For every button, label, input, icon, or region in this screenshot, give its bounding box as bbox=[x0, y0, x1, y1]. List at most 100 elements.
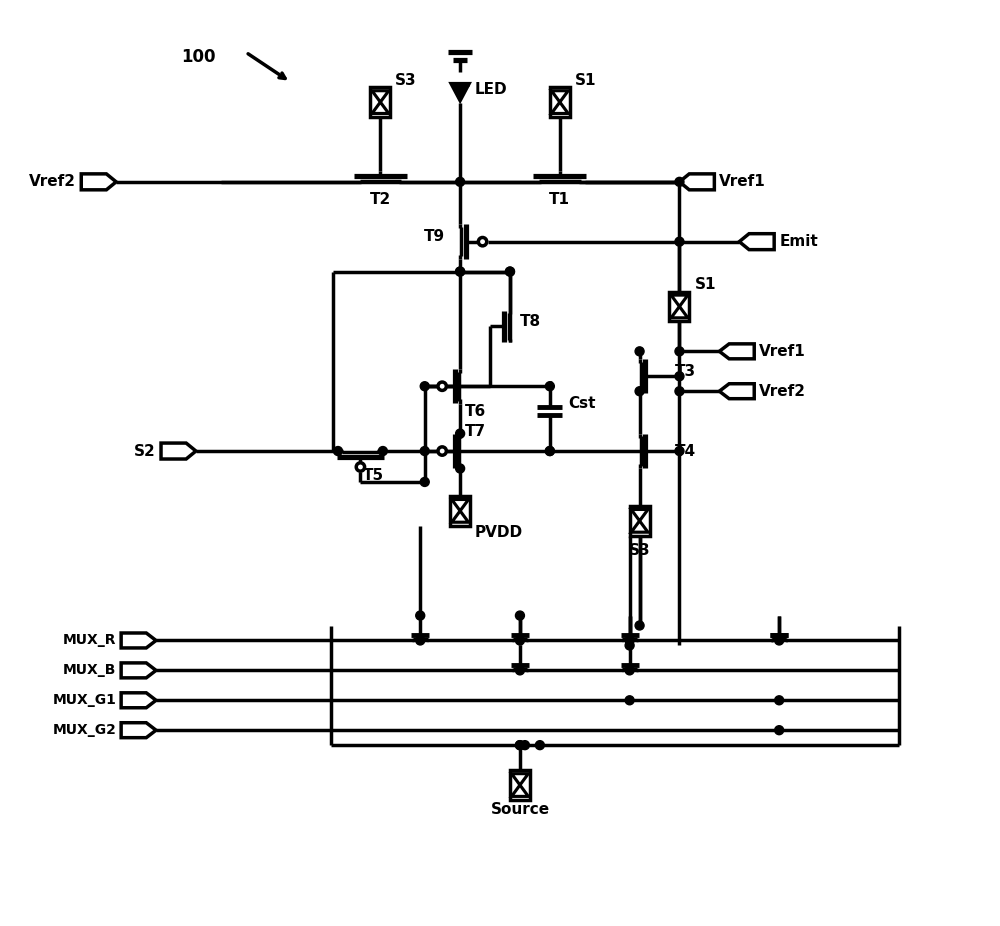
Circle shape bbox=[675, 178, 684, 186]
Polygon shape bbox=[372, 91, 389, 102]
Polygon shape bbox=[161, 443, 196, 459]
Text: MUX_R: MUX_R bbox=[63, 633, 116, 647]
Circle shape bbox=[515, 611, 524, 620]
Text: S3: S3 bbox=[395, 72, 417, 88]
Circle shape bbox=[334, 446, 342, 456]
Polygon shape bbox=[671, 295, 688, 307]
Polygon shape bbox=[719, 383, 754, 399]
Circle shape bbox=[456, 267, 465, 276]
Text: Vref1: Vref1 bbox=[719, 174, 766, 189]
Circle shape bbox=[515, 741, 524, 750]
Circle shape bbox=[505, 267, 514, 276]
Circle shape bbox=[775, 695, 784, 705]
Circle shape bbox=[378, 446, 387, 456]
Polygon shape bbox=[121, 722, 156, 738]
Circle shape bbox=[545, 446, 554, 456]
Polygon shape bbox=[451, 83, 469, 101]
Circle shape bbox=[520, 741, 529, 750]
Circle shape bbox=[675, 446, 684, 456]
Polygon shape bbox=[512, 773, 528, 785]
Bar bbox=[510, 770, 530, 800]
Circle shape bbox=[356, 463, 365, 471]
Polygon shape bbox=[719, 344, 754, 358]
Text: T2: T2 bbox=[370, 193, 391, 207]
Circle shape bbox=[675, 387, 684, 395]
Text: T4: T4 bbox=[674, 444, 696, 458]
Bar bbox=[669, 292, 689, 321]
Text: S1: S1 bbox=[694, 277, 716, 292]
Circle shape bbox=[535, 741, 544, 750]
Polygon shape bbox=[121, 633, 156, 648]
Circle shape bbox=[515, 666, 524, 675]
Circle shape bbox=[775, 636, 784, 644]
Text: T8: T8 bbox=[520, 314, 541, 329]
Circle shape bbox=[515, 636, 524, 644]
Polygon shape bbox=[452, 499, 468, 511]
Circle shape bbox=[635, 387, 644, 395]
Circle shape bbox=[625, 636, 634, 644]
Text: MUX_G2: MUX_G2 bbox=[52, 723, 116, 737]
Text: T9: T9 bbox=[424, 229, 445, 244]
Circle shape bbox=[456, 429, 465, 438]
Circle shape bbox=[635, 347, 644, 356]
Text: T5: T5 bbox=[362, 469, 384, 483]
Polygon shape bbox=[631, 520, 648, 532]
Circle shape bbox=[625, 666, 634, 675]
Circle shape bbox=[416, 636, 425, 644]
Text: LED: LED bbox=[475, 81, 508, 96]
Polygon shape bbox=[121, 693, 156, 707]
Circle shape bbox=[675, 347, 684, 356]
Circle shape bbox=[456, 267, 465, 276]
Circle shape bbox=[625, 695, 634, 705]
Polygon shape bbox=[512, 785, 528, 796]
Circle shape bbox=[545, 446, 554, 456]
Circle shape bbox=[505, 267, 514, 276]
Text: S1: S1 bbox=[575, 72, 596, 88]
Polygon shape bbox=[679, 174, 714, 190]
Circle shape bbox=[635, 621, 644, 630]
Circle shape bbox=[456, 178, 465, 186]
Text: T6: T6 bbox=[465, 404, 486, 419]
Circle shape bbox=[625, 641, 634, 650]
Circle shape bbox=[420, 446, 429, 456]
Circle shape bbox=[416, 611, 425, 620]
Circle shape bbox=[438, 447, 446, 456]
Text: S2: S2 bbox=[134, 444, 156, 458]
Polygon shape bbox=[551, 91, 568, 102]
Circle shape bbox=[515, 741, 524, 750]
Text: S3: S3 bbox=[629, 544, 650, 558]
Polygon shape bbox=[739, 233, 774, 250]
Circle shape bbox=[675, 237, 684, 246]
Text: Cst: Cst bbox=[568, 395, 595, 410]
Polygon shape bbox=[81, 174, 116, 190]
Text: PVDD: PVDD bbox=[475, 525, 523, 540]
Circle shape bbox=[420, 382, 429, 391]
Text: Vref2: Vref2 bbox=[29, 174, 76, 189]
Text: MUX_B: MUX_B bbox=[63, 663, 116, 678]
Polygon shape bbox=[551, 102, 568, 114]
Text: T3: T3 bbox=[674, 364, 696, 379]
Text: Vref1: Vref1 bbox=[759, 344, 806, 359]
Circle shape bbox=[675, 371, 684, 381]
Polygon shape bbox=[631, 509, 648, 520]
Text: Vref2: Vref2 bbox=[759, 383, 806, 399]
Text: 100: 100 bbox=[181, 48, 215, 67]
Text: Emit: Emit bbox=[779, 234, 818, 249]
Circle shape bbox=[545, 382, 554, 391]
Circle shape bbox=[438, 382, 446, 391]
Circle shape bbox=[775, 726, 784, 734]
Polygon shape bbox=[121, 663, 156, 678]
Circle shape bbox=[420, 478, 429, 486]
Circle shape bbox=[478, 237, 487, 246]
Bar bbox=[450, 496, 470, 526]
Bar bbox=[630, 506, 650, 536]
Text: T7: T7 bbox=[465, 423, 486, 439]
Text: Source: Source bbox=[490, 803, 550, 818]
Polygon shape bbox=[671, 307, 688, 318]
Bar bbox=[550, 87, 570, 117]
Text: MUX_G1: MUX_G1 bbox=[52, 694, 116, 707]
Polygon shape bbox=[372, 102, 389, 114]
Text: T1: T1 bbox=[549, 193, 570, 207]
Polygon shape bbox=[452, 511, 468, 522]
Bar bbox=[370, 87, 390, 117]
